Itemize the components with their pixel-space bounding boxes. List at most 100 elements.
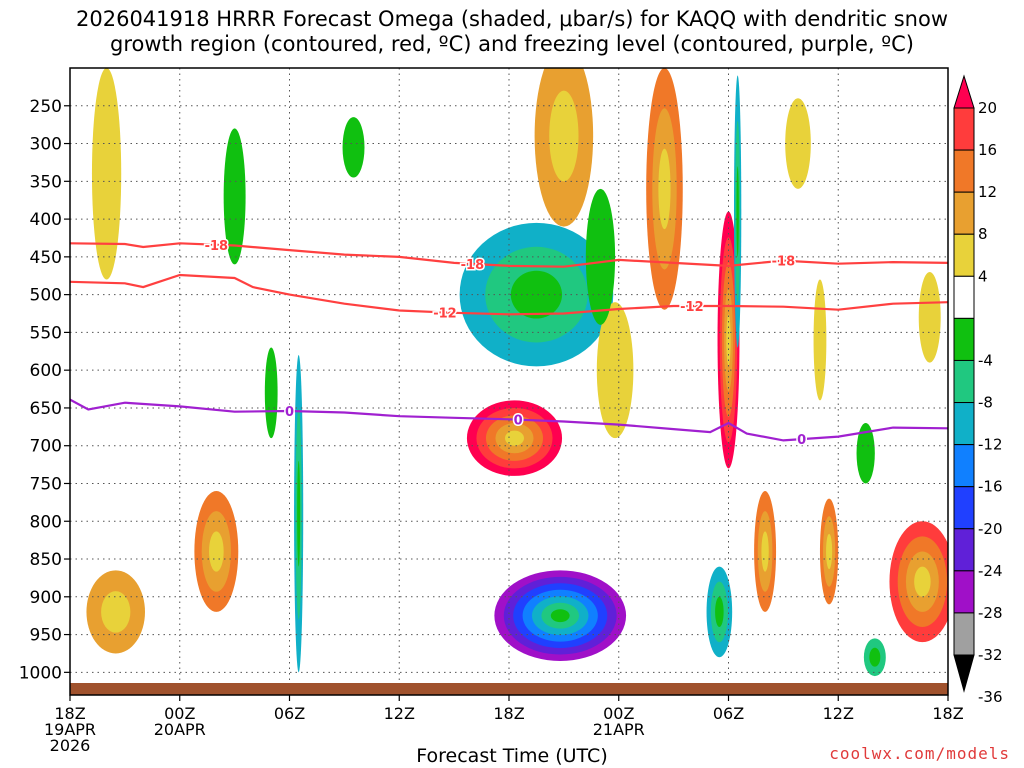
omega-blob-7-level-0 xyxy=(101,591,131,633)
x-tick-label-2: 06Z xyxy=(274,704,305,723)
contour-label-0-0: -18 xyxy=(205,239,229,254)
x-tick-year-0: 2026 xyxy=(50,736,91,755)
colorbar-label-3: 8 xyxy=(978,225,988,243)
y-tick-label-750: 750 xyxy=(30,474,62,494)
y-tick-label-700: 700 xyxy=(30,437,62,457)
y-tick-label-850: 850 xyxy=(30,550,62,570)
colorbar-swatch-1 xyxy=(953,107,975,151)
contour-line-1 xyxy=(70,273,948,316)
y-tick-label-450: 450 xyxy=(30,248,62,268)
y-tick-label-1000: 1000 xyxy=(19,663,62,683)
y-tick-label-650: 650 xyxy=(30,399,62,419)
x-tick-label-7: 12Z xyxy=(823,704,854,723)
omega-blob-13-level-0 xyxy=(715,596,724,628)
y-tick-label-900: 900 xyxy=(30,588,62,608)
contour-lines: -18 -18 -18 -12 -12 0 0 0 xyxy=(70,237,948,450)
y-tick-label-350: 350 xyxy=(30,172,62,192)
colorbar-bottom-arrow xyxy=(953,654,975,693)
ground-surface xyxy=(70,683,948,695)
omega-blob-8-level-0 xyxy=(209,531,224,572)
colorbar-swatch-9 xyxy=(953,444,975,488)
colorbar-swatch-8 xyxy=(953,402,975,446)
colorbar-label-2: 12 xyxy=(978,183,997,201)
colorbar: 20 16 12 8 4 -4 -8 -12 -16 -20 -24 -28 -32 -36 xyxy=(953,74,1003,706)
omega-blob-5-level-0 xyxy=(549,90,579,182)
omega-blob-22-level-0 xyxy=(813,279,827,401)
omega-blob-14-level-0 xyxy=(736,166,739,257)
x-tick-label-1: 00Z xyxy=(164,704,195,723)
omega-blob-20-level-0 xyxy=(856,423,875,484)
omega-shading xyxy=(86,68,948,677)
omega-blob-11-level-0 xyxy=(264,347,278,439)
omega-blob-16-level-0 xyxy=(826,533,833,570)
colorbar-swatch-10 xyxy=(953,486,975,530)
x-tick-date-0: 19APR xyxy=(44,720,96,739)
omega-blob-21-level-0 xyxy=(869,647,881,667)
colorbar-swatch-11 xyxy=(953,528,975,572)
x-tick-label-8: 18Z xyxy=(932,704,963,723)
omega-blob-18-level-0 xyxy=(785,98,811,189)
colorbar-label-7: -12 xyxy=(978,436,1003,454)
colorbar-swatch-13 xyxy=(953,612,975,656)
omega-blob-1-level-0 xyxy=(504,430,524,446)
omega-blob-24-level-0 xyxy=(585,188,616,325)
omega-blob-9-level-0 xyxy=(297,460,301,567)
x-tick-label-5: 00Z xyxy=(603,704,634,723)
colorbar-label-13: -36 xyxy=(978,688,1003,706)
chart-title-line1: 2026041918 HRRR Forecast Omega (shaded, … xyxy=(76,7,948,31)
contour-label-2-1: 0 xyxy=(514,414,523,429)
colorbar-swatch-6 xyxy=(953,317,975,361)
omega-blob-19-level-0 xyxy=(918,271,941,363)
x-axis-title: Forecast Time (UTC) xyxy=(416,745,608,767)
contour-line-0 xyxy=(70,242,948,268)
colorbar-top-arrow xyxy=(953,74,975,109)
colorbar-label-12: -32 xyxy=(978,646,1003,664)
contour-line-2 xyxy=(70,398,948,442)
colorbar-label-9: -20 xyxy=(978,520,1003,538)
gridlines xyxy=(69,68,949,695)
colorbar-label-5: -4 xyxy=(978,351,993,369)
y-tick-label-800: 800 xyxy=(30,512,62,532)
colorbar-label-4: 4 xyxy=(978,267,988,285)
x-tick-date-5: 21APR xyxy=(593,720,645,739)
y-tick-label-400: 400 xyxy=(30,210,62,230)
y-tick-label-550: 550 xyxy=(30,323,62,343)
omega-blob-10-level-0 xyxy=(342,117,365,178)
site-credit: coolwx.com/models xyxy=(829,744,1010,763)
colorbar-label-1: 16 xyxy=(978,141,997,159)
colorbar-swatch-5 xyxy=(953,275,975,319)
colorbar-swatch-12 xyxy=(953,570,975,614)
x-tick-label-0: 18Z xyxy=(54,704,85,723)
omega-blob-3-level-0 xyxy=(726,314,731,366)
colorbar-swatch-7 xyxy=(953,359,975,404)
omega-blob-6-level-0 xyxy=(91,68,122,280)
contour-label-2-0: 0 xyxy=(285,405,294,420)
contour-label-1-1: -12 xyxy=(680,300,704,315)
contour-label-1-0: -12 xyxy=(433,306,457,321)
x-tick-label-4: 18Z xyxy=(493,704,524,723)
y-tick-label-500: 500 xyxy=(30,286,62,306)
x-tick-label-6: 06Z xyxy=(713,704,744,723)
colorbar-swatch-2 xyxy=(953,149,975,193)
colorbar-label-11: -28 xyxy=(978,604,1003,622)
x-tick-date-1: 20APR xyxy=(154,720,206,739)
x-tick-label-3: 12Z xyxy=(384,704,415,723)
omega-blob-15-level-0 xyxy=(761,531,769,572)
colorbar-label-8: -16 xyxy=(978,478,1003,496)
colorbar-label-10: -24 xyxy=(978,562,1003,580)
y-tick-label-600: 600 xyxy=(30,361,62,381)
colorbar-label-0: 20 xyxy=(978,99,997,117)
contour-label-0-1: -18 xyxy=(461,258,485,273)
chart-title-line2: growth region (contoured, red, ºC) and f… xyxy=(110,32,914,56)
contour-label-2-2: 0 xyxy=(797,433,806,448)
colorbar-swatch-3 xyxy=(953,191,975,235)
y-tick-label-950: 950 xyxy=(30,626,62,646)
y-tick-label-300: 300 xyxy=(30,135,62,155)
colorbar-swatch-4 xyxy=(953,233,975,277)
omega-blob-0-level-0 xyxy=(550,609,570,623)
omega-blob-2-level-0 xyxy=(510,270,563,319)
y-tick-label-250: 250 xyxy=(30,97,62,117)
omega-blob-12-level-0 xyxy=(223,128,246,265)
